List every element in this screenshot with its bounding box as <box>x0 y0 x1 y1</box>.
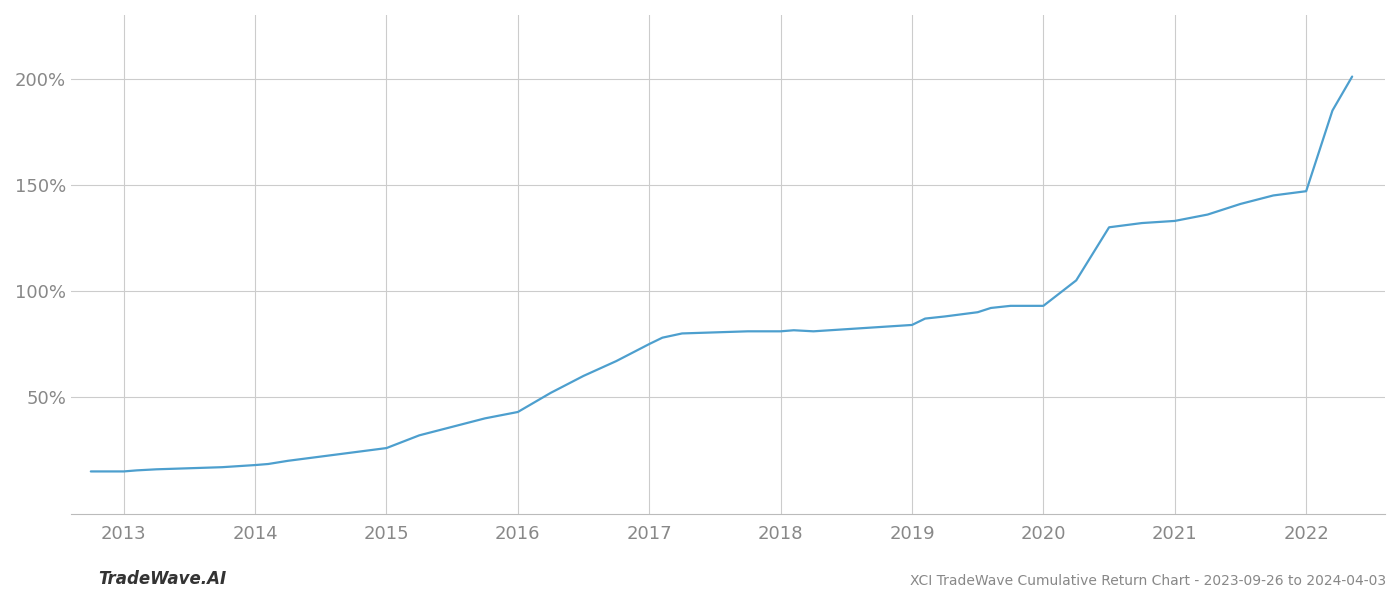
Text: XCI TradeWave Cumulative Return Chart - 2023-09-26 to 2024-04-03: XCI TradeWave Cumulative Return Chart - … <box>910 574 1386 588</box>
Text: TradeWave.AI: TradeWave.AI <box>98 570 227 588</box>
